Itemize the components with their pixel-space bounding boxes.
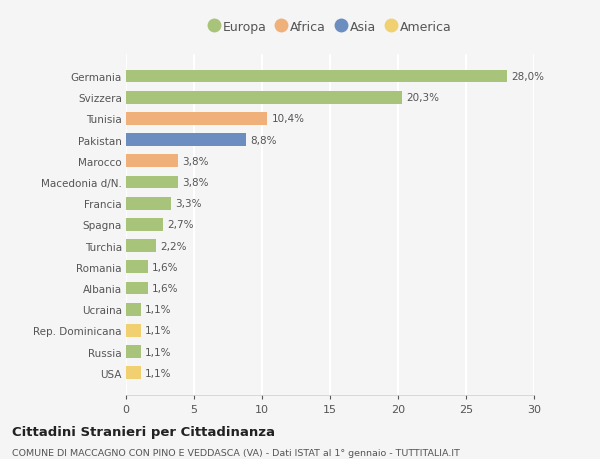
- Text: 10,4%: 10,4%: [272, 114, 305, 124]
- Text: 1,1%: 1,1%: [145, 326, 172, 336]
- Text: 8,8%: 8,8%: [250, 135, 276, 146]
- Text: 3,8%: 3,8%: [182, 157, 208, 167]
- Text: 1,1%: 1,1%: [145, 304, 172, 314]
- Bar: [126, 134, 245, 147]
- Legend: Europa, Africa, Asia, America: Europa, Africa, Asia, America: [209, 21, 451, 34]
- Bar: [126, 282, 148, 295]
- Text: 20,3%: 20,3%: [406, 93, 439, 103]
- Bar: [126, 218, 163, 231]
- Text: 1,1%: 1,1%: [145, 368, 172, 378]
- Bar: [126, 367, 141, 379]
- Text: 2,2%: 2,2%: [160, 241, 187, 251]
- Bar: [126, 261, 148, 274]
- Text: 3,8%: 3,8%: [182, 178, 208, 188]
- Bar: [126, 155, 178, 168]
- Text: COMUNE DI MACCAGNO CON PINO E VEDDASCA (VA) - Dati ISTAT al 1° gennaio - TUTTITA: COMUNE DI MACCAGNO CON PINO E VEDDASCA (…: [12, 448, 460, 457]
- Bar: [126, 197, 171, 210]
- Bar: [126, 92, 402, 104]
- Text: 28,0%: 28,0%: [511, 72, 544, 82]
- Text: Cittadini Stranieri per Cittadinanza: Cittadini Stranieri per Cittadinanza: [12, 425, 275, 438]
- Text: 3,3%: 3,3%: [175, 199, 202, 209]
- Bar: [126, 71, 507, 83]
- Bar: [126, 346, 141, 358]
- Bar: [126, 303, 141, 316]
- Text: 1,1%: 1,1%: [145, 347, 172, 357]
- Text: 1,6%: 1,6%: [152, 262, 178, 272]
- Bar: [126, 240, 156, 252]
- Bar: [126, 176, 178, 189]
- Bar: [126, 325, 141, 337]
- Bar: [126, 113, 268, 125]
- Text: 1,6%: 1,6%: [152, 283, 178, 293]
- Text: 2,7%: 2,7%: [167, 220, 193, 230]
